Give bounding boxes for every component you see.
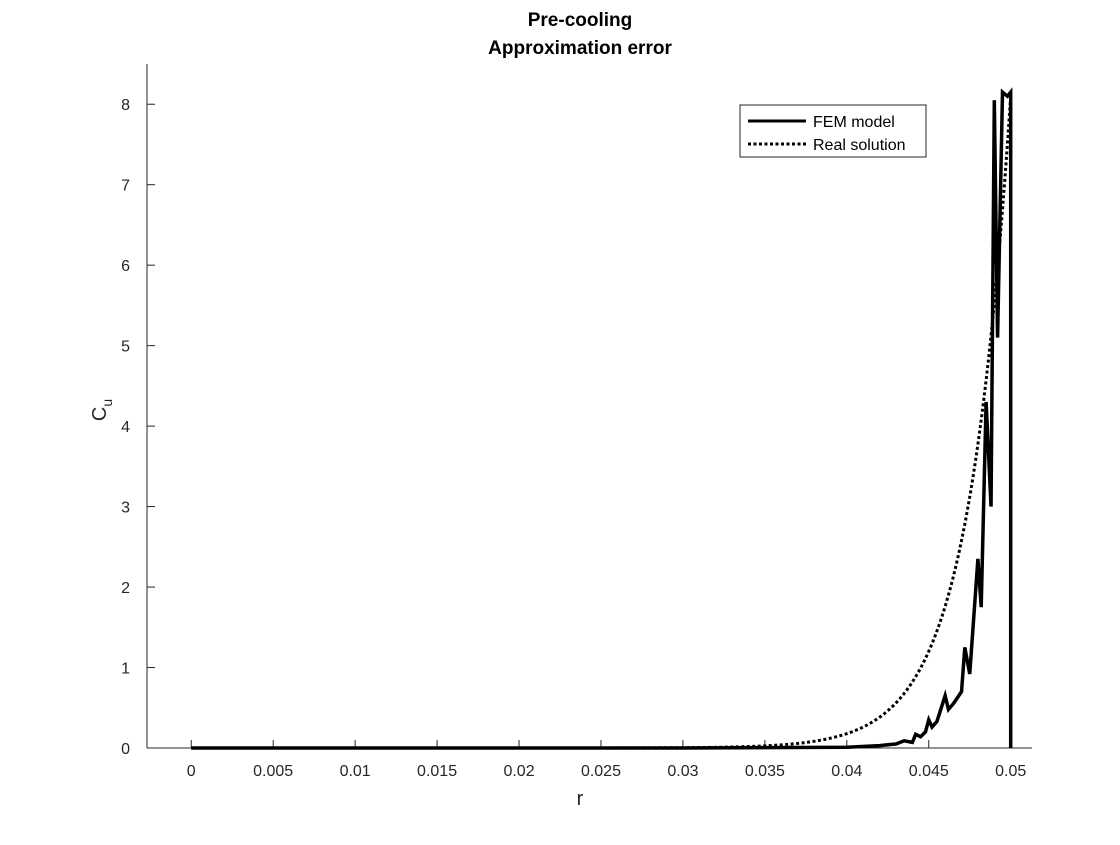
series-line-fem-model xyxy=(191,87,1013,750)
y-tick-label: 4 xyxy=(121,419,130,436)
chart-title: Pre-cooling Approximation error xyxy=(488,10,672,59)
y-tick-label: 7 xyxy=(121,178,130,195)
y-tick-label: 8 xyxy=(121,97,130,114)
y-axis: 0 1 2 3 4 5 6 7 8 xyxy=(121,97,155,758)
series-line-real-solution xyxy=(191,96,1013,750)
y-axis-label-main: C xyxy=(89,407,111,421)
y-tick-label: 2 xyxy=(121,580,130,597)
series-group xyxy=(191,87,1013,750)
x-tick-label: 0.04 xyxy=(831,763,862,780)
x-tick-label: 0.005 xyxy=(253,763,293,780)
axes-frame xyxy=(146,64,1032,749)
y-tick-label: 1 xyxy=(121,661,130,678)
x-tick-label: 0 xyxy=(187,763,196,780)
x-axis: 0 0.005 0.01 0.015 0.02 0.025 0.03 0.035 0.04 0.0… xyxy=(187,740,1026,780)
x-tick-label: 0.035 xyxy=(745,763,785,780)
chart-title-line-2: Approximation error xyxy=(488,38,672,59)
x-tick-label: 0.015 xyxy=(417,763,457,780)
y-axis-label: Cu xyxy=(89,399,115,421)
x-tick-label: 0.02 xyxy=(503,763,534,780)
chart-title-line-1: Pre-cooling xyxy=(528,10,633,31)
legend-box xyxy=(739,104,927,158)
y-axis-label-subscript: u xyxy=(99,399,115,407)
x-tick-label: 0.045 xyxy=(909,763,949,780)
y-tick-label: 0 xyxy=(121,741,130,758)
x-axis-label: r xyxy=(577,788,584,810)
x-tick-label: 0.025 xyxy=(581,763,621,780)
legend: FEM model Real solution xyxy=(739,104,927,158)
legend-label-real-solution: Real solution xyxy=(813,137,906,154)
y-tick-label: 5 xyxy=(121,339,130,356)
y-tick-label: 6 xyxy=(121,258,130,275)
legend-label-fem-model: FEM model xyxy=(813,114,895,131)
x-tick-label: 0.01 xyxy=(340,763,371,780)
y-tick-label: 3 xyxy=(121,500,130,517)
x-tick-label: 0.05 xyxy=(995,763,1026,780)
x-tick-label: 0.03 xyxy=(667,763,698,780)
